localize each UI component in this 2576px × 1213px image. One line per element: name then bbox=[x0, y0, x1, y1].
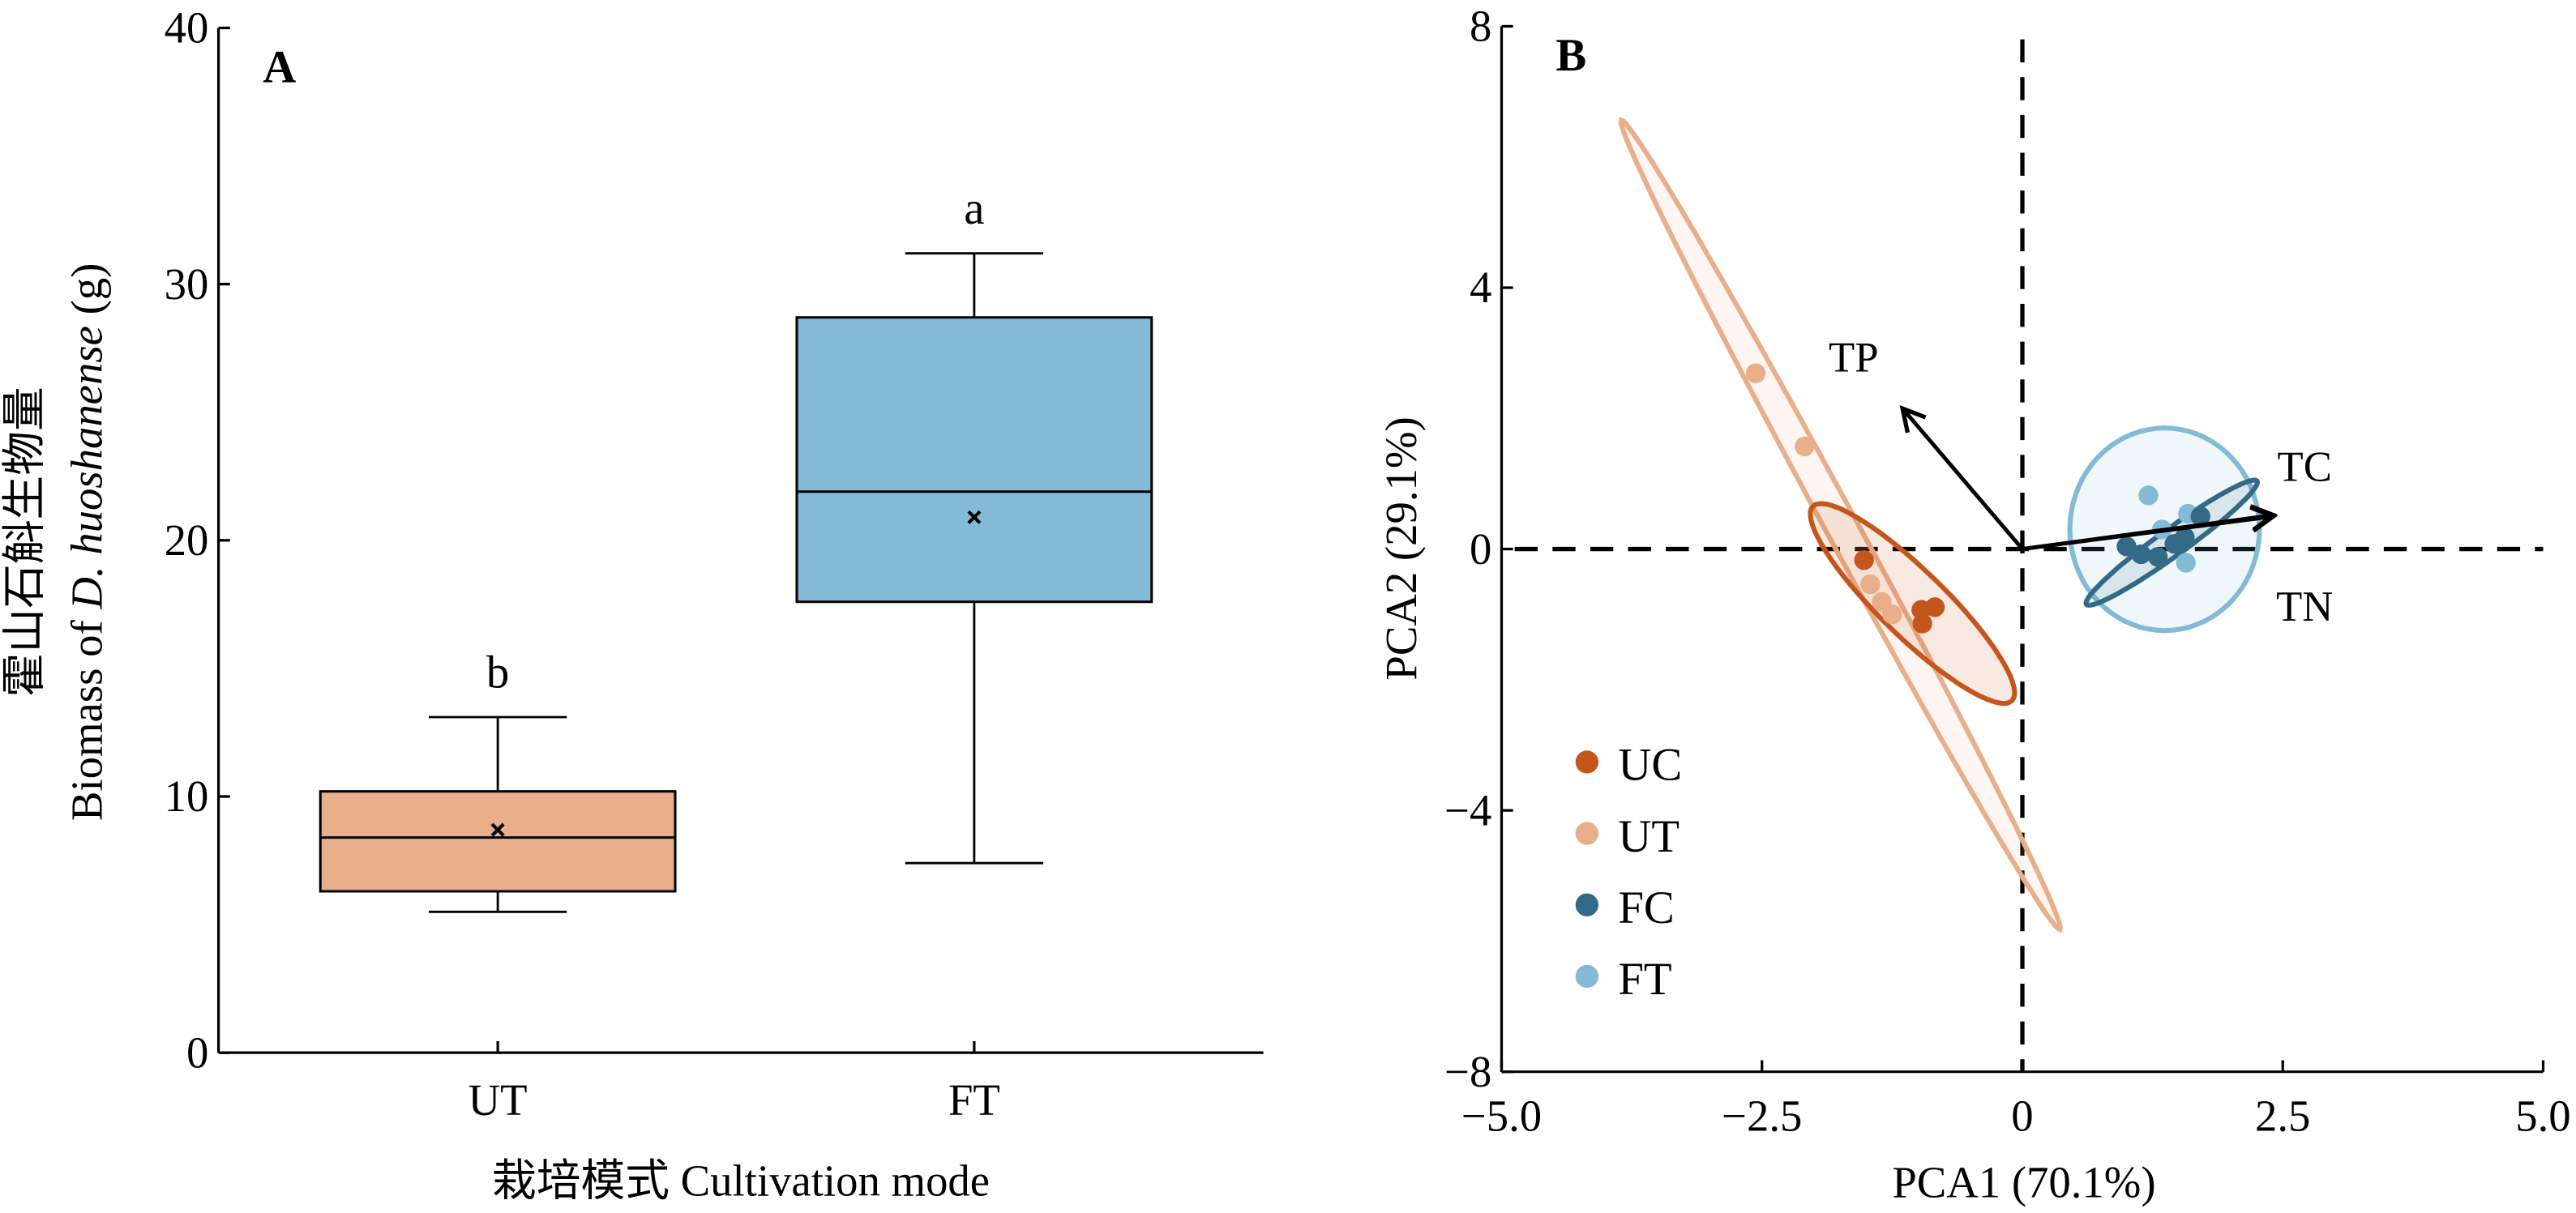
point-FC bbox=[2147, 547, 2168, 567]
arrowhead-TP bbox=[1899, 405, 1927, 434]
panel-a-xlabel: 栽培模式 Cultivation mode bbox=[492, 1156, 990, 1206]
y-tick-label: 30 bbox=[165, 259, 209, 309]
y-tick-label: 0 bbox=[186, 1027, 208, 1077]
point-FT bbox=[2176, 553, 2196, 573]
legend-label-UT: UT bbox=[1618, 811, 1680, 862]
y-tick-label: 0 bbox=[1470, 524, 1491, 574]
ylabel-prefix: Biomass of bbox=[62, 609, 112, 821]
loading-vector-TP bbox=[1901, 407, 2024, 551]
point-UT bbox=[1860, 574, 1881, 595]
box-UT bbox=[319, 790, 677, 893]
point-UT bbox=[1745, 363, 1766, 383]
legend-marker-FC bbox=[1575, 893, 1599, 916]
x-tick-label: −2.5 bbox=[1722, 1091, 1802, 1141]
point-FC bbox=[2116, 536, 2137, 557]
mean-marker bbox=[967, 510, 982, 524]
point-UT bbox=[1795, 436, 1815, 457]
vector-label-TN: TN bbox=[2276, 583, 2333, 630]
legend-label-FT: FT bbox=[1618, 954, 1671, 1005]
y-tick-label: 20 bbox=[165, 515, 209, 565]
point-FC bbox=[2175, 527, 2195, 548]
x-tick-label: FT bbox=[948, 1075, 1000, 1125]
panel-b-label: B bbox=[1555, 30, 1586, 81]
significance-letter: b bbox=[486, 647, 509, 698]
panel-b-ylabel: PCA2 (29.1%) bbox=[1376, 416, 1426, 680]
panel-a-ylabel-line1: 霍山石斛生物量 bbox=[0, 387, 49, 697]
y-tick-label: −4 bbox=[1444, 785, 1491, 835]
panel-a-ylabel-line2: Biomass of D. huoshanense (g) bbox=[62, 263, 112, 821]
y-tick-label: 8 bbox=[1470, 2, 1491, 51]
legend-marker-UC bbox=[1575, 750, 1599, 774]
point-FC bbox=[2190, 506, 2210, 527]
x-tick-label: 2.5 bbox=[2255, 1091, 2310, 1141]
x-tick-label: 0 bbox=[2011, 1091, 2033, 1141]
point-UC bbox=[1854, 550, 1874, 570]
ylabel-unit: (g) bbox=[62, 263, 112, 326]
y-tick-label: 10 bbox=[165, 771, 209, 821]
mean-marker bbox=[490, 822, 505, 837]
x-tick-label: 5.0 bbox=[2515, 1091, 2570, 1141]
y-tick-label: −8 bbox=[1444, 1047, 1491, 1096]
legend-label-FC: FC bbox=[1618, 882, 1674, 933]
point-UC bbox=[1912, 613, 1932, 634]
y-tick-label: 40 bbox=[165, 3, 209, 53]
panel-a-label: A bbox=[263, 41, 296, 92]
box-FT bbox=[795, 316, 1153, 604]
arrowhead-TN bbox=[2249, 505, 2279, 533]
point-UT bbox=[1882, 604, 1902, 625]
ylabel-species: D. huoshanense bbox=[62, 326, 112, 610]
legend-marker-UT bbox=[1575, 822, 1599, 845]
confidence-ellipse-UT bbox=[1618, 117, 2063, 933]
significance-letter: a bbox=[964, 183, 984, 234]
legend-marker-FT bbox=[1575, 964, 1599, 989]
point-FT bbox=[2138, 485, 2159, 506]
point-FC bbox=[2131, 544, 2151, 565]
vector-label-TC: TC bbox=[2278, 443, 2332, 490]
x-tick-label: UT bbox=[469, 1075, 528, 1125]
vector-label-TP: TP bbox=[1829, 335, 1879, 382]
x-tick-label: −5.0 bbox=[1461, 1091, 1542, 1141]
panel-b-xlabel: PCA1 (70.1%) bbox=[1892, 1158, 2155, 1207]
loading-vector-TN bbox=[2022, 514, 2274, 551]
legend-label-UC: UC bbox=[1618, 740, 1682, 791]
y-tick-label: 4 bbox=[1470, 263, 1491, 312]
point-UC bbox=[1924, 597, 1945, 617]
panel-b-pca: B PCA1 (70.1%) PCA2 (29.1%) −5.0 −2.5 0 2.5… bbox=[1376, 2, 2571, 1207]
panel-a-boxplot: A 霍山石斛生物量 Biomass of D. huoshanense (g) … bbox=[0, 3, 1264, 1206]
